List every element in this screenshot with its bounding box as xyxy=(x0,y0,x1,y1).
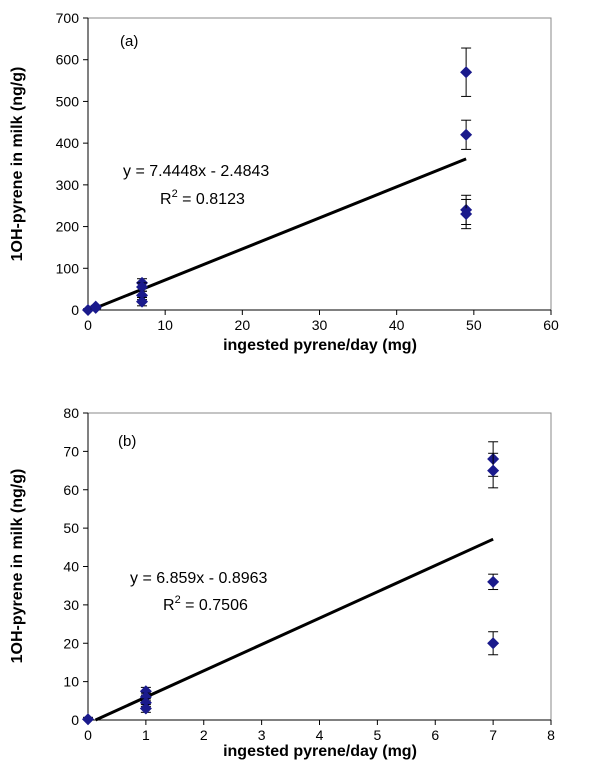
panel-label: (b) xyxy=(118,433,136,450)
y-tick-label: 20 xyxy=(63,635,79,651)
y-tick-label: 70 xyxy=(63,443,79,459)
trendline-group xyxy=(90,157,467,312)
data-point xyxy=(136,295,149,308)
x-tick-label: 6 xyxy=(431,727,439,743)
trendline-group xyxy=(94,537,494,722)
data-point xyxy=(460,198,473,230)
y-tick-label: 10 xyxy=(63,674,79,690)
x-tick-label: 40 xyxy=(389,317,405,333)
r-squared-label: R2 = 0.8123 xyxy=(160,188,245,208)
y-tick-label: 500 xyxy=(56,93,80,109)
y-tick-label: 60 xyxy=(63,482,79,498)
y-tick-label: 0 xyxy=(71,302,79,318)
x-tick-label: 0 xyxy=(84,317,92,333)
data-points xyxy=(82,441,500,726)
x-tick-label: 60 xyxy=(543,317,559,333)
trendline-equation: y = 7.4448x - 2.4843 xyxy=(123,163,269,180)
y-tick-label: 200 xyxy=(56,219,80,235)
r-squared-value: = 0.7506 xyxy=(181,597,248,614)
y-axis-title: 1OH-pyrene in milk (ng/g) xyxy=(9,469,26,664)
y-tick-label: 100 xyxy=(56,260,80,276)
r-squared-value: = 0.8123 xyxy=(178,191,245,208)
r-squared-prefix: R xyxy=(163,597,175,614)
x-tick-label: 20 xyxy=(235,317,251,333)
data-point xyxy=(139,702,152,715)
y-tick-label: 700 xyxy=(56,10,80,26)
r-squared-prefix: R xyxy=(160,191,172,208)
x-tick-label: 5 xyxy=(373,727,381,743)
x-axis-title: ingested pyrene/day (mg) xyxy=(223,337,417,354)
diamond-marker xyxy=(487,464,500,477)
data-point xyxy=(487,631,500,656)
x-tick-label: 3 xyxy=(258,727,266,743)
y-axis-title: 1OH-pyrene in milk (ng/g) xyxy=(9,67,26,262)
y-tick-label: 600 xyxy=(56,52,80,68)
y-tick-label: 0 xyxy=(71,712,79,728)
trendline-equation: y = 6.859x - 0.8963 xyxy=(130,570,268,587)
trendline xyxy=(90,157,467,312)
x-tick-label: 50 xyxy=(466,317,482,333)
data-point xyxy=(460,119,473,150)
data-points xyxy=(82,47,473,316)
data-point xyxy=(89,300,102,313)
y-tick-label: 400 xyxy=(56,135,80,151)
r-squared-exponent: 2 xyxy=(172,188,178,200)
x-tick-label: 30 xyxy=(312,317,328,333)
r-squared-exponent: 2 xyxy=(175,594,181,606)
y-tick-label: 300 xyxy=(56,177,80,193)
diamond-marker xyxy=(136,281,149,294)
diamond-marker xyxy=(82,713,94,726)
plot-area-frame xyxy=(87,17,552,311)
y-tick-label: 80 xyxy=(63,405,79,421)
diamond-marker xyxy=(460,128,473,141)
data-point xyxy=(487,452,500,489)
diamond-marker xyxy=(136,289,149,302)
diamond-marker xyxy=(460,208,473,221)
x-tick-label: 2 xyxy=(200,727,208,743)
y-tick-label: 50 xyxy=(63,520,79,536)
x-tick-label: 7 xyxy=(489,727,497,743)
y-tick-label: 40 xyxy=(63,559,79,575)
x-axis-title: ingested pyrene/day (mg) xyxy=(223,743,417,760)
r-squared-label: R2 = 0.7506 xyxy=(163,594,248,614)
data-point xyxy=(460,47,473,97)
diamond-marker xyxy=(139,702,152,715)
data-point xyxy=(82,713,94,726)
data-point xyxy=(487,573,500,591)
diamond-marker xyxy=(460,66,473,79)
trendline xyxy=(94,537,494,722)
x-tick-label: 8 xyxy=(547,727,555,743)
x-tick-label: 0 xyxy=(84,727,92,743)
x-tick-label: 10 xyxy=(157,317,173,333)
diamond-marker xyxy=(487,575,500,588)
diamond-marker xyxy=(136,295,149,308)
diamond-marker xyxy=(487,637,500,650)
diamond-marker xyxy=(89,300,102,313)
x-tick-label: 4 xyxy=(316,727,324,743)
panel-label: (a) xyxy=(120,33,138,50)
plot-area-frame xyxy=(87,412,552,721)
x-tick-label: 1 xyxy=(142,727,150,743)
y-tick-label: 30 xyxy=(63,597,79,613)
